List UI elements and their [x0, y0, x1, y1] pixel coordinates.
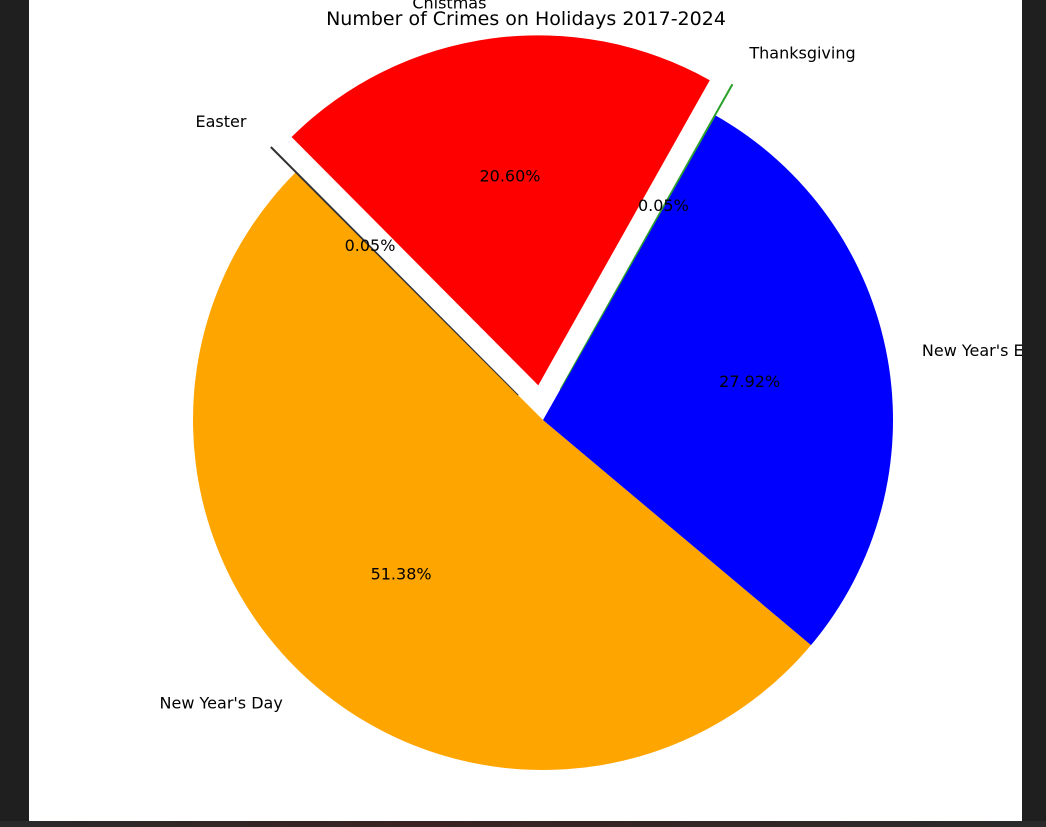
slice-label-thanksgiving: Thanksgiving	[748, 44, 855, 63]
slice-label-chistmas: Chistmas	[412, 0, 486, 12]
bottom-edge	[0, 821, 1046, 827]
slice-percent-easter: 0.05%	[345, 236, 396, 255]
pie-slice-new-year-s-eve	[543, 115, 894, 646]
slice-percent-chistmas: 20.60%	[479, 167, 540, 186]
pie-slice-thanksgiving	[559, 83, 734, 390]
slice-percent-thanksgiving: 0.05%	[638, 196, 689, 215]
slice-label-new-year-s-day: New Year's Day	[160, 693, 283, 712]
slice-percent-new-year-s-day: 51.38%	[371, 564, 432, 583]
slice-label-easter: Easter	[196, 112, 247, 131]
figure-canvas: Number of Crimes on Holidays 2017-2024 N…	[29, 0, 1043, 821]
pie-slice-chistmas	[291, 35, 710, 386]
pie-chart: Number of Crimes on Holidays 2017-2024 N…	[160, 0, 1043, 771]
slice-percent-new-year-s-eve: 27.92%	[719, 372, 780, 391]
pie-slice-new-year-s-day	[192, 172, 811, 771]
pie-slice-easter	[270, 146, 519, 396]
pie-slices	[192, 35, 894, 771]
chart-title: Number of Crimes on Holidays 2017-2024	[326, 8, 726, 30]
slice-label-new-year-s-eve: New Year's Eve	[922, 341, 1022, 360]
pie-labels: New Year's Day 51.38% New Year's Eve 27.92%…	[160, 0, 1043, 712]
